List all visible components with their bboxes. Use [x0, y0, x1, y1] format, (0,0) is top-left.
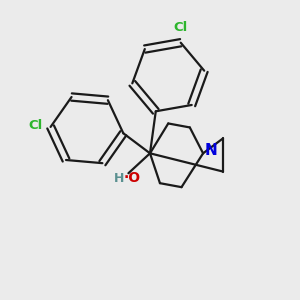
Text: Cl: Cl [174, 21, 188, 34]
Text: H: H [114, 172, 124, 185]
Text: ·O: ·O [123, 171, 140, 185]
Text: N: N [205, 143, 218, 158]
Text: Cl: Cl [28, 119, 43, 132]
